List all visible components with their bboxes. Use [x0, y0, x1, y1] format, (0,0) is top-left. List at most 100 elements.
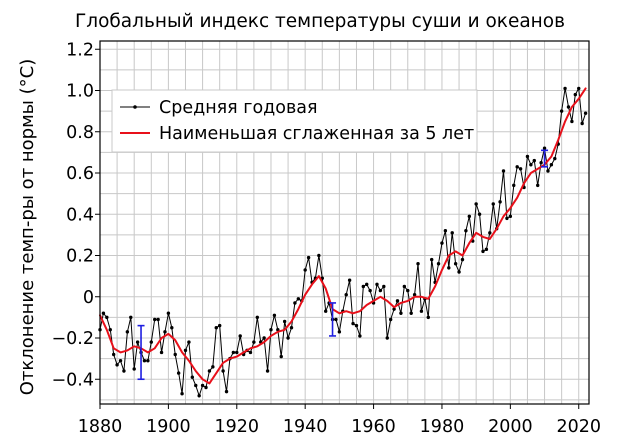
annual-mean-point: [505, 216, 509, 221]
annual-mean-point: [419, 309, 424, 313]
annual-mean-point: [375, 282, 379, 287]
annual-mean-point: [221, 369, 225, 373]
annual-mean-point: [450, 231, 454, 235]
annual-mean-point: [382, 284, 386, 289]
annual-mean-point: [358, 334, 362, 338]
annual-mean-point: [323, 309, 328, 313]
annual-mean-point: [159, 350, 164, 355]
annual-mean-point: [231, 350, 236, 355]
annual-mean-point: [207, 369, 212, 373]
annual-mean-point: [163, 330, 167, 334]
annual-mean-point: [153, 317, 157, 322]
y-axis-label: Отклонение темп-ры от нормы (°C): [17, 59, 38, 395]
annual-mean-point: [224, 389, 229, 394]
annual-mean-point: [269, 328, 273, 332]
annual-mean-point: [460, 257, 465, 262]
annual-mean-point: [279, 354, 283, 359]
annual-mean-point: [399, 311, 403, 315]
legend-annual-marker: [133, 105, 137, 109]
x-tick-label: 1880: [78, 417, 123, 437]
annual-mean-point: [272, 313, 277, 318]
annual-mean-point: [549, 163, 554, 167]
annual-mean-point: [412, 292, 417, 297]
annual-mean-point: [217, 323, 222, 328]
annual-mean-point: [105, 315, 109, 320]
annual-mean-point: [252, 340, 256, 344]
legend-annual-label: Средняя годовая: [159, 98, 318, 118]
annual-mean-point: [447, 266, 451, 270]
error-bar: [137, 324, 145, 381]
annual-mean-point: [365, 282, 369, 287]
annual-mean-point: [481, 249, 485, 254]
annual-mean-point: [176, 371, 181, 375]
annual-mean-point: [573, 92, 578, 97]
annual-mean-point: [388, 317, 393, 322]
annual-mean-point: [501, 169, 506, 173]
y-tick-label: 1.2: [66, 40, 94, 60]
annual-mean-point: [583, 111, 588, 115]
tick-labels: 1880 1900 1920 1940 1960 1980 2000 2020 −0.4 −0.2…: [52, 40, 602, 437]
annual-mean-point: [426, 315, 430, 320]
annual-mean-point: [351, 321, 355, 326]
annual-mean-point: [385, 336, 389, 340]
annual-mean-point: [498, 200, 502, 204]
annual-mean-point: [248, 350, 253, 355]
annual-mean-point: [289, 325, 294, 330]
annual-mean-point: [453, 262, 458, 266]
annual-mean-point: [577, 86, 581, 91]
annual-mean-point: [406, 288, 410, 293]
annual-mean-point: [306, 255, 311, 260]
annual-mean-point: [532, 158, 536, 163]
annual-mean-point: [518, 167, 523, 171]
y-tick-label: 0.6: [66, 164, 94, 184]
y-tick-label: 0.8: [66, 123, 94, 143]
annual-mean-point: [317, 253, 321, 258]
annual-mean-point: [334, 317, 338, 322]
smoothed-line: [99, 87, 587, 385]
annual-mean-point: [125, 330, 130, 334]
x-tick-label: 1980: [420, 417, 465, 437]
annual-mean-point: [436, 262, 441, 266]
x-tick-label: 1960: [351, 417, 396, 437]
annual-mean-point: [293, 301, 297, 305]
annual-mean-point: [529, 163, 533, 167]
annual-mean-point: [484, 247, 489, 252]
annual-mean-point: [440, 241, 444, 245]
annual-mean-point: [265, 369, 270, 373]
annual-mean-point: [474, 202, 478, 206]
annual-mean-point: [118, 358, 123, 363]
annual-mean-point: [200, 383, 205, 388]
annual-mean-point: [214, 325, 218, 330]
annual-mean-point: [429, 257, 434, 262]
annual-mean-point: [296, 297, 301, 301]
annual-mean-point: [132, 367, 136, 371]
y-tick-label: 0: [83, 288, 94, 308]
annual-mean-point: [255, 315, 260, 320]
y-tick-label: 0.4: [66, 205, 94, 225]
annual-mean-point: [156, 317, 160, 322]
annual-mean-point: [392, 307, 396, 311]
annual-mean-point: [542, 146, 547, 150]
annual-mean-point: [142, 358, 147, 363]
annual-mean-point: [166, 311, 171, 315]
annual-mean-point: [467, 214, 472, 219]
annual-mean-point: [563, 86, 567, 91]
legend-smoothed-label: Наименьшая сглаженная за 5 лет: [159, 124, 474, 144]
annual-mean-point: [286, 336, 290, 340]
annual-mean-point: [204, 385, 208, 390]
plot-frame: [99, 40, 590, 405]
legend: Средняя годовая Наименьшая сглаженная за…: [111, 89, 478, 153]
annual-mean-point: [111, 352, 116, 357]
plot-area: [98, 86, 588, 398]
x-tick-label: 2020: [556, 417, 601, 437]
chart-title: Глобальный индекс температуры суши и оке…: [75, 11, 565, 32]
annual-mean-point: [262, 336, 266, 340]
annual-mean-point: [457, 270, 461, 274]
annual-mean-point: [491, 202, 495, 206]
annual-mean-point: [108, 328, 112, 332]
annual-mean-point: [344, 292, 348, 297]
annual-mean-point: [570, 119, 574, 124]
annual-mean-point: [122, 369, 126, 373]
annual-mean-point: [488, 231, 492, 235]
